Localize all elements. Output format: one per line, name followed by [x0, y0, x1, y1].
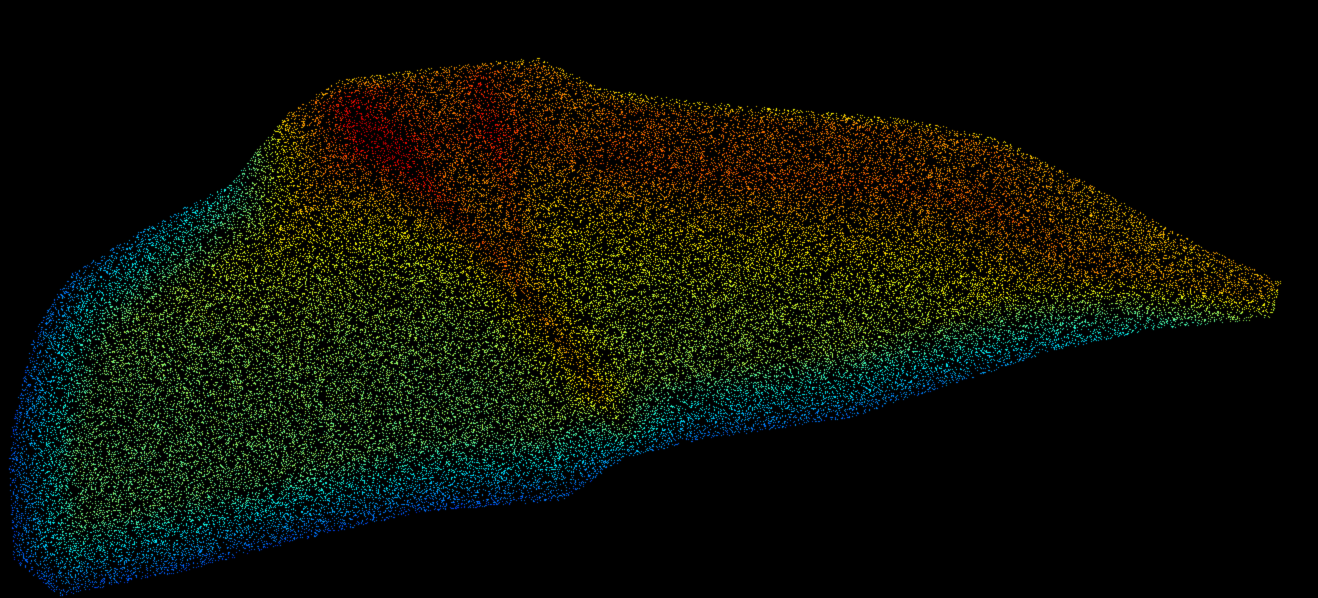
- point-cloud-viewport[interactable]: [0, 0, 1318, 598]
